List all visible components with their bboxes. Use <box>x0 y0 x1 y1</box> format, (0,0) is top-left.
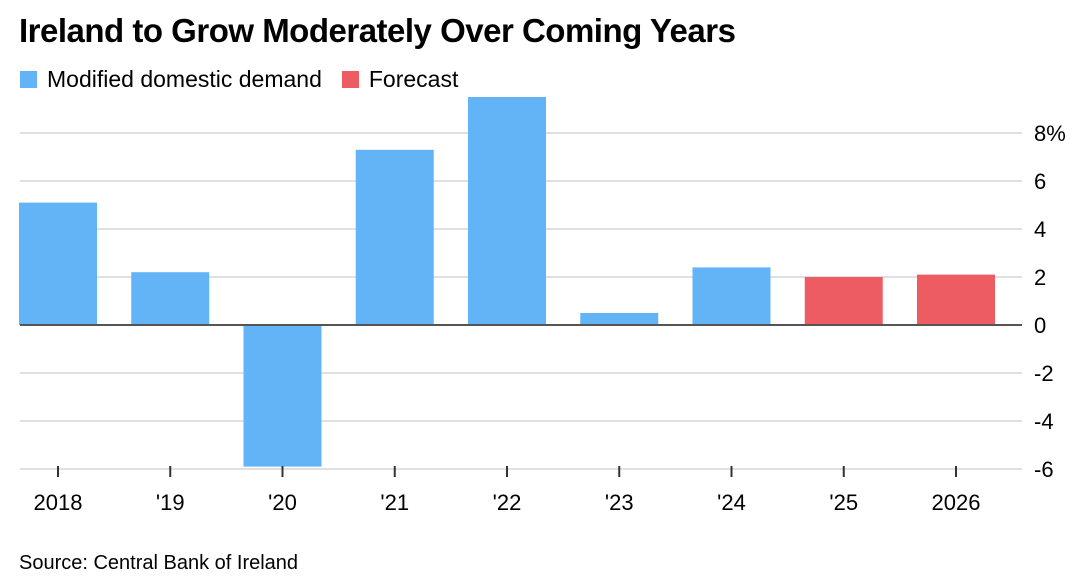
source-note: Source: Central Bank of Ireland <box>19 552 299 574</box>
y-tick-label: -2 <box>1034 361 1054 386</box>
x-tick-label: '19 <box>156 490 185 515</box>
data-bar <box>692 267 771 325</box>
forecast-bar <box>917 274 995 325</box>
data-bar <box>580 313 659 325</box>
data-bar <box>19 202 97 325</box>
y-tick-label: -6 <box>1034 457 1054 482</box>
x-tick-label: 2018 <box>34 490 83 515</box>
data-bar <box>355 149 434 325</box>
legend-swatch-actual <box>20 71 37 88</box>
legend: Modified domestic demand Forecast <box>20 66 478 93</box>
forecast-bar <box>804 277 883 325</box>
x-tick-label: '25 <box>829 490 858 515</box>
y-tick-label: 6 <box>1034 169 1046 194</box>
y-tick-label: 2 <box>1034 265 1046 290</box>
x-tick-label: '20 <box>268 490 297 515</box>
legend-item-actual: Modified domestic demand <box>20 66 322 93</box>
x-tick-label: '21 <box>380 490 409 515</box>
legend-swatch-forecast <box>341 71 359 88</box>
x-tick-label: '22 <box>493 490 522 515</box>
data-bar <box>243 325 322 467</box>
y-tick-label: 4 <box>1034 217 1046 242</box>
chart-title: Ireland to Grow Moderately Over Coming Y… <box>19 12 736 49</box>
axis-layer: -6 -4 -2 0 2 4 6 8% 2018 '19 '20 '21 '22 '23 '24 '25 202… <box>20 121 1066 515</box>
legend-label-actual: Modified domestic demand <box>47 66 322 92</box>
y-tick-label: -4 <box>1034 409 1054 434</box>
y-tick-label: 0 <box>1034 313 1046 338</box>
x-tick-label: '23 <box>605 490 634 515</box>
data-bar <box>131 272 210 325</box>
bar-layer <box>19 97 995 467</box>
x-tick-label: 2026 <box>932 490 981 515</box>
y-tick-label: 8% <box>1034 121 1066 146</box>
legend-item-forecast: Forecast <box>341 66 459 93</box>
x-tick-label: '24 <box>717 490 746 515</box>
grid-layer <box>20 132 1022 470</box>
legend-label-forecast: Forecast <box>368 66 459 92</box>
data-bar <box>468 97 546 325</box>
